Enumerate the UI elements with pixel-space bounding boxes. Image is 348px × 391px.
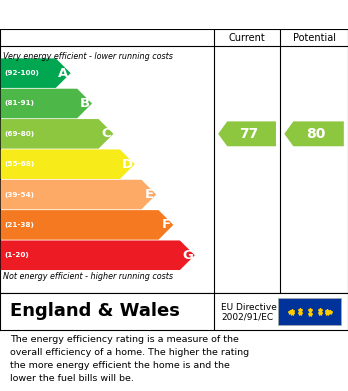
Polygon shape (1, 210, 173, 240)
Text: (55-68): (55-68) (5, 161, 35, 167)
Text: Energy Efficiency Rating: Energy Efficiency Rating (10, 7, 212, 22)
Polygon shape (1, 240, 195, 270)
Text: 80: 80 (306, 127, 325, 141)
Text: 2002/91/EC: 2002/91/EC (221, 313, 273, 322)
Bar (278, 298, 341, 325)
Text: D: D (122, 158, 133, 171)
Text: C: C (101, 127, 111, 140)
Polygon shape (1, 119, 113, 149)
Text: (92-100): (92-100) (5, 70, 39, 76)
Text: Current: Current (229, 33, 266, 43)
Text: (81-91): (81-91) (5, 100, 34, 106)
Text: (39-54): (39-54) (5, 192, 34, 197)
Polygon shape (1, 89, 92, 118)
Text: A: A (58, 66, 68, 80)
Polygon shape (218, 121, 276, 146)
Text: 77: 77 (239, 127, 258, 141)
Text: G: G (182, 249, 193, 262)
Polygon shape (1, 149, 135, 179)
Text: (21-38): (21-38) (5, 222, 34, 228)
Text: F: F (161, 219, 171, 231)
Polygon shape (284, 121, 344, 146)
Text: Very energy efficient - lower running costs: Very energy efficient - lower running co… (3, 52, 173, 61)
Text: Not energy efficient - higher running costs: Not energy efficient - higher running co… (3, 272, 174, 281)
Polygon shape (1, 180, 156, 209)
Text: (69-80): (69-80) (5, 131, 35, 137)
Text: Potential: Potential (293, 33, 335, 43)
Text: (1-20): (1-20) (5, 252, 29, 258)
Polygon shape (1, 58, 71, 88)
Text: B: B (80, 97, 90, 110)
Text: The energy efficiency rating is a measure of the
overall efficiency of a home. T: The energy efficiency rating is a measur… (10, 335, 250, 383)
Text: EU Directive: EU Directive (221, 303, 277, 312)
Text: E: E (144, 188, 153, 201)
Text: England & Wales: England & Wales (10, 302, 180, 320)
